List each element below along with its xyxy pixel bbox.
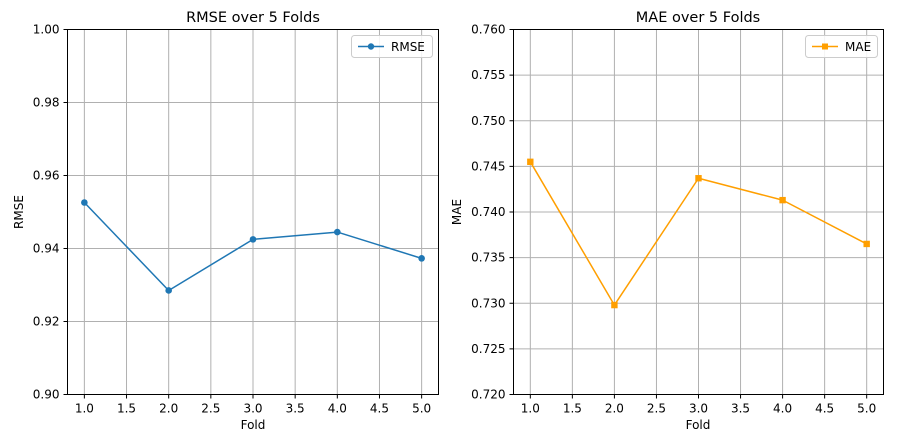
legend-box [351, 35, 433, 58]
y-tick-label: 0.725 [471, 342, 505, 356]
x-axis-ticks: 1.0 1.5 2.0 2.5 3.0 3.5 4.0 4.5 5.0 [521, 394, 876, 416]
legend-marker [822, 43, 828, 50]
x-tick-label: 3.0 [243, 402, 262, 416]
y-tick-label: 0.740 [471, 205, 505, 219]
legend-box [805, 35, 878, 58]
mae-chart: MAE over 5 Folds Fold MAE 1.0 1.5 2.0 2.5 3.… [450, 10, 884, 432]
data-point [334, 228, 341, 236]
legend: RMSE [351, 35, 433, 58]
y-tick-label: 0.760 [471, 23, 505, 37]
x-tick-label: 3.5 [731, 402, 750, 416]
y-tick-label: 0.755 [471, 68, 505, 82]
y-tick-label: 0.96 [33, 169, 60, 183]
x-tick-label: 1.0 [75, 402, 94, 416]
x-tick-label: 1.0 [521, 402, 540, 416]
y-tick-label: 0.745 [471, 159, 505, 173]
x-tick-label: 4.5 [815, 402, 834, 416]
x-tick-label: 5.0 [857, 402, 876, 416]
y-axis-label: RMSE [12, 195, 26, 229]
x-axis-label: Fold [241, 418, 266, 432]
x-tick-label: 3.0 [689, 402, 708, 416]
x-tick-label: 2.5 [647, 402, 666, 416]
data-point [527, 158, 534, 166]
series-layer [527, 158, 870, 309]
y-tick-label: 0.735 [471, 251, 505, 265]
y-axis-ticks: 0.720 0.725 0.730 0.735 0.740 0.745 0.750 0.755… [471, 23, 514, 402]
y-tick-label: 0.98 [33, 96, 60, 110]
y-tick-label: 0.730 [471, 296, 505, 310]
chart-title: MAE over 5 Folds [636, 10, 760, 26]
x-axis-label: Fold [686, 418, 711, 432]
x-axis-ticks: 1.0 1.5 2.0 2.5 3.0 3.5 4.0 4.5 5.0 [75, 394, 431, 416]
data-point [249, 236, 257, 243]
data-point [418, 255, 425, 262]
data-point [695, 175, 702, 182]
legend-label: MAE [845, 40, 871, 54]
y-tick-label: 1.00 [33, 23, 60, 37]
data-point [165, 287, 172, 294]
data-point [81, 199, 88, 206]
x-tick-label: 5.0 [412, 402, 431, 416]
x-tick-label: 4.5 [370, 402, 389, 416]
x-tick-label: 2.0 [159, 402, 178, 416]
legend-marker [367, 43, 375, 50]
chart-title: RMSE over 5 Folds [186, 10, 320, 26]
y-axis-ticks: 0.90 0.92 0.94 0.96 0.98 1.00 [33, 23, 68, 402]
x-tick-label: 1.5 [117, 402, 136, 416]
rmse-chart: RMSE over 5 Folds Fold RMSE 1.0 1.5 2.0 2.5… [12, 10, 439, 432]
y-tick-label: 0.750 [471, 114, 505, 128]
data-point [779, 196, 786, 204]
data-point [863, 240, 870, 248]
x-tick-label: 1.5 [563, 402, 582, 416]
x-tick-label: 2.0 [605, 402, 624, 416]
x-tick-label: 4.0 [773, 402, 792, 416]
legend-label: RMSE [391, 40, 425, 54]
x-tick-label: 2.5 [201, 402, 220, 416]
legend: MAE [805, 35, 878, 58]
y-axis-label: MAE [450, 199, 464, 225]
y-tick-label: 0.94 [33, 242, 60, 256]
series-layer [81, 199, 425, 294]
x-tick-label: 3.5 [286, 402, 305, 416]
data-point [611, 301, 618, 309]
x-tick-label: 4.0 [328, 402, 347, 416]
y-tick-label: 0.90 [33, 388, 60, 402]
y-tick-label: 0.720 [471, 388, 505, 402]
y-tick-label: 0.92 [33, 315, 60, 329]
